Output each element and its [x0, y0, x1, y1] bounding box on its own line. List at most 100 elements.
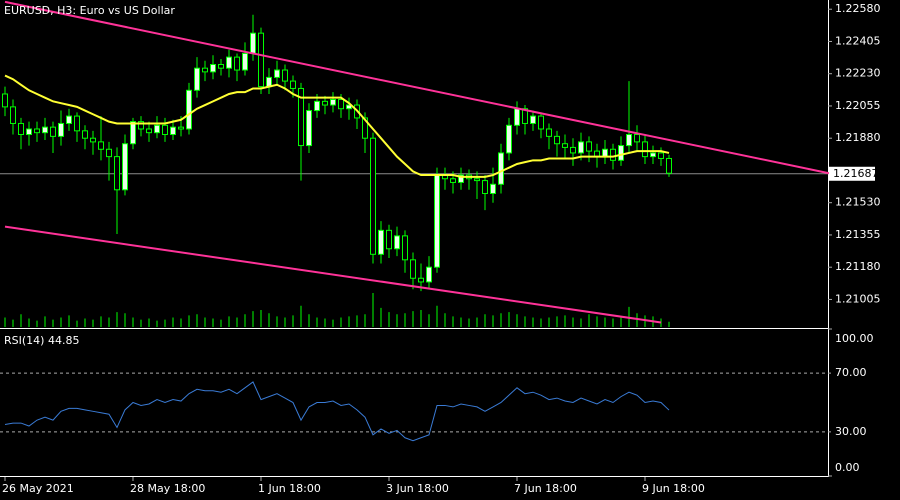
candle-body [338, 99, 344, 110]
candle-body [498, 152, 504, 185]
x-tick-label: 1 Jun 18:00 [258, 482, 321, 495]
candle-body [658, 152, 664, 159]
candle-body [434, 174, 440, 268]
candle-body [290, 80, 296, 89]
candle-body [2, 93, 8, 108]
candle-body [362, 117, 368, 139]
candle-body [50, 126, 56, 137]
candle-body [98, 141, 104, 150]
candle-body [162, 124, 168, 136]
candle-body [26, 128, 32, 136]
candle-body [650, 152, 656, 158]
candle-body [202, 67, 208, 73]
current-price-box [829, 166, 875, 181]
candle-body [602, 148, 608, 158]
moving-average [4, 74, 670, 178]
candle-body [234, 56, 240, 71]
candle-body [634, 134, 640, 143]
candle-body [178, 126, 184, 130]
candle-body [218, 63, 224, 69]
y-tick-label: 1.22055 [835, 99, 881, 112]
candle-body [154, 124, 160, 134]
candle-body [666, 157, 672, 174]
candle-body [298, 87, 304, 147]
candle-body [106, 148, 112, 158]
candle-body [82, 130, 88, 139]
candle-body [282, 69, 288, 82]
y-tick-label: 1.21005 [835, 292, 881, 305]
candle-body [538, 115, 544, 130]
candle-body [42, 126, 48, 134]
candle-body [506, 124, 512, 154]
y-tick-label: 1.22405 [835, 34, 881, 47]
y-tick-label: 1.21180 [835, 260, 881, 273]
candle-body [490, 183, 496, 194]
candle-body [34, 128, 40, 134]
candle-body [186, 89, 192, 130]
candle-body [474, 178, 480, 182]
candle-body [130, 121, 136, 145]
candle-body [610, 148, 616, 161]
candle-body [586, 141, 592, 152]
candle-body [194, 67, 200, 91]
candle-body [570, 146, 576, 154]
y-tick-label: 0.00 [835, 461, 860, 474]
y-tick-label: 1.21355 [835, 228, 881, 241]
candle-body [250, 32, 256, 54]
candle-body [402, 235, 408, 261]
candle-body [258, 32, 264, 88]
candle-body [114, 156, 120, 191]
candle-body [242, 52, 248, 71]
candle-body [346, 104, 352, 110]
y-tick-label: 1.21530 [835, 196, 881, 209]
candle-body [410, 259, 416, 279]
y-tick-label: 70.00 [835, 366, 867, 379]
candle-body [18, 122, 24, 136]
candle-body [10, 106, 16, 124]
y-tick-label: 100.00 [835, 332, 874, 345]
candle-body [626, 134, 632, 147]
y-tick-label: 1.22230 [835, 67, 881, 80]
candle-body [90, 137, 96, 143]
candle-body [330, 99, 336, 106]
candle-body [458, 174, 464, 183]
candle-body [642, 141, 648, 158]
candle-body [426, 266, 432, 283]
candle-body [226, 56, 232, 69]
candle-body [138, 121, 144, 130]
rsi-line [4, 381, 670, 442]
current-price-label: 1.21687 [833, 167, 879, 180]
y-tick-label: 1.21880 [835, 131, 881, 144]
x-tick-label: 3 Jun 18:00 [386, 482, 449, 495]
candle-body [122, 143, 128, 191]
rsi-title: RSI(14) 44.85 [4, 334, 79, 347]
candle-body [546, 128, 552, 137]
x-tick-label: 28 May 18:00 [130, 482, 205, 495]
candle-body [554, 135, 560, 145]
candle-body [66, 115, 72, 124]
candle-body [482, 180, 488, 194]
candle-body [514, 108, 520, 126]
candle-body [394, 235, 400, 250]
candle-body [170, 126, 176, 136]
candle-body [322, 100, 328, 106]
candle-body [378, 229, 384, 255]
candle-body [578, 141, 584, 154]
y-tick-label: 30.00 [835, 425, 867, 438]
x-tick-label: 7 Jun 18:00 [514, 482, 577, 495]
candle-body [274, 69, 280, 78]
x-tick-label: 26 May 2021 [2, 482, 74, 495]
trendline [4, 225, 662, 324]
chart-title: EURUSD, H3: Euro vs US Dollar [4, 4, 175, 17]
candle-body [370, 137, 376, 255]
candle-body [418, 277, 424, 283]
candle-body [618, 145, 624, 161]
trendline [4, 0, 830, 175]
candle-body [450, 178, 456, 183]
candle-body [386, 229, 392, 250]
candle-body [522, 108, 528, 124]
candle-body [306, 110, 312, 147]
candle-body [58, 122, 64, 137]
